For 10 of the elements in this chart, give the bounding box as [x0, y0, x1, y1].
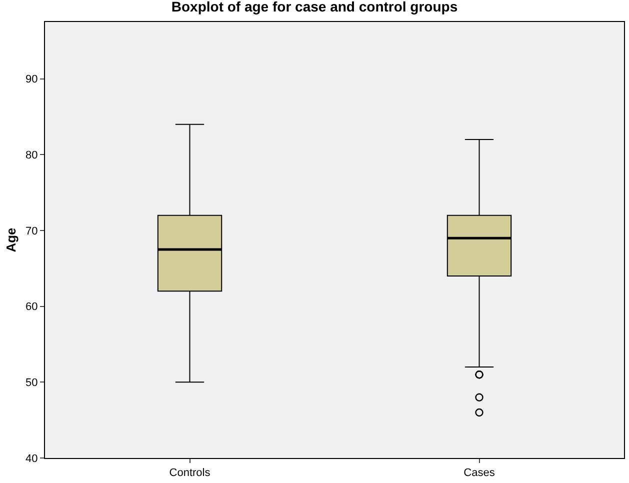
- y-tick-label: 40: [26, 452, 38, 465]
- x-tick-label: Controls: [169, 467, 211, 480]
- y-tick-label: 50: [26, 377, 38, 390]
- x-tick-label: Cases: [464, 467, 496, 480]
- y-tick-label: 90: [26, 74, 38, 86]
- y-tick-label: 60: [26, 301, 38, 314]
- chart-title: Boxplot of age for case and control groups: [171, 0, 458, 14]
- y-tick-label: 80: [26, 150, 38, 162]
- y-axis-title: Age: [4, 228, 18, 252]
- y-tick-label: 70: [26, 225, 38, 238]
